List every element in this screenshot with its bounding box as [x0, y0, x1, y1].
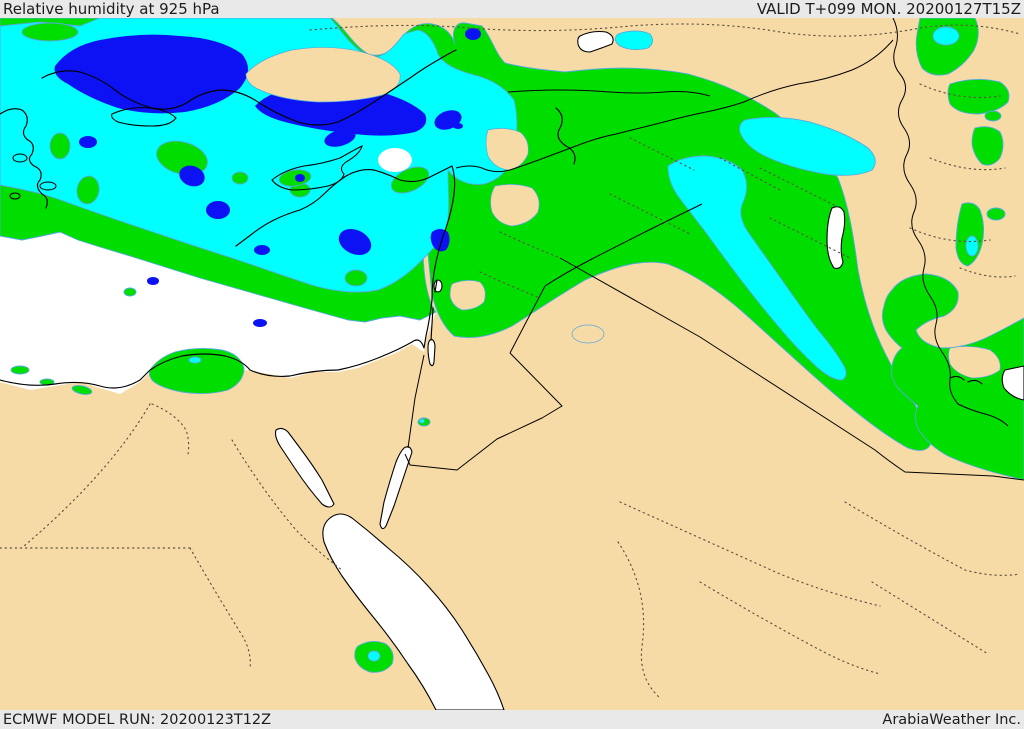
- valid-time-label: VALID T+099 MON. 20200127T15Z: [756, 0, 1021, 18]
- euphrates-river: [555, 107, 576, 165]
- header-bar: Relative humidity at 925 hPa VALID T+099…: [0, 0, 1024, 18]
- humidity-map: [0, 18, 1024, 710]
- country-borders: [404, 18, 1024, 481]
- syria-iraq-border: [544, 203, 703, 287]
- lake-tuz: [378, 148, 412, 172]
- aegean-island: [39, 181, 57, 191]
- gulf-of-aqaba: [379, 446, 413, 530]
- humidity-map-canvas: [0, 18, 1024, 710]
- lakes: [378, 30, 846, 367]
- shatt-marsh: [949, 375, 983, 385]
- north-anatolia-coast: [41, 49, 457, 126]
- iraq-saudi-border: [559, 257, 1024, 481]
- turkey-syria-border: [455, 101, 745, 173]
- turkey-inner-border: [507, 89, 711, 97]
- crete-island: [111, 107, 177, 127]
- red-sea-main: [322, 513, 505, 710]
- footer-bar: ECMWF MODEL RUN: 20200123T12Z ArabiaWeat…: [0, 710, 1024, 729]
- jordan-river: [430, 279, 438, 341]
- brand-label: ArabiaWeather Inc.: [882, 711, 1021, 728]
- turkey-east-border: [743, 39, 894, 103]
- iraq-iran-border: [892, 18, 1009, 427]
- jordan-iraq-border: [509, 285, 546, 354]
- aegean-island: [9, 192, 21, 200]
- greek-coast: [0, 108, 48, 209]
- lake-van: [577, 30, 614, 53]
- persian-gulf: [1001, 365, 1024, 401]
- humidity-blue-regions: [54, 28, 481, 327]
- dry-tan-pockets: [245, 47, 1001, 379]
- sea-mediterranean: [0, 232, 436, 394]
- admin-dotted-lines: [0, 23, 1021, 699]
- sea-red-sea: [274, 427, 505, 710]
- south-anatolia-coast: [235, 165, 453, 247]
- cyprus-island: [271, 145, 363, 191]
- lake-urmia: [826, 206, 846, 269]
- coastlines: [0, 49, 983, 389]
- aegean-island: [12, 153, 28, 163]
- jordan-saudi-border: [404, 352, 563, 471]
- gulf-of-suez: [274, 427, 335, 508]
- israel-egypt-border: [407, 354, 425, 449]
- africa-levant-coast: [0, 165, 456, 389]
- dead-sea: [427, 339, 436, 367]
- map-title: Relative humidity at 925 hPa: [3, 0, 220, 18]
- model-run-label: ECMWF MODEL RUN: 20200123T12Z: [3, 711, 272, 728]
